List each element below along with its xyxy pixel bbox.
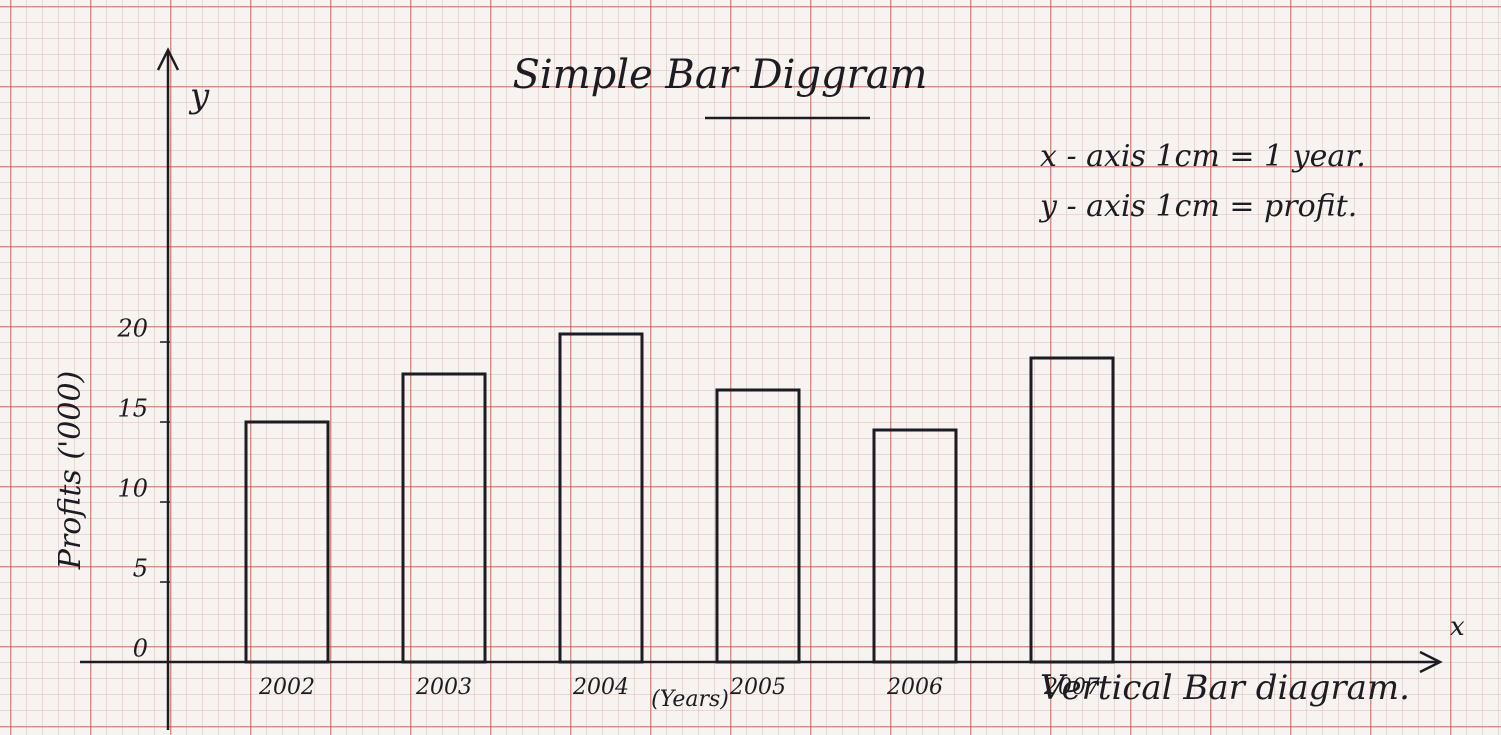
x-tick-label: 2002 <box>258 675 315 700</box>
y-tick-label: 20 <box>116 315 148 343</box>
bar <box>246 422 328 662</box>
annotation: y - axis 1cm = profit. <box>1038 189 1357 224</box>
y-tick-label: 5 <box>133 555 148 583</box>
x-tick-label: 2006 <box>886 675 943 700</box>
bar <box>1031 358 1113 662</box>
x-tick-label: 2007 <box>1043 675 1100 700</box>
chart: Simple Bar Diggram Vertical Bar diagram.… <box>0 0 1501 735</box>
y-tick-label: 0 <box>133 635 148 663</box>
bar <box>717 390 799 662</box>
x-tick-label: 2005 <box>729 675 786 700</box>
annotation: x - axis 1cm = 1 year. <box>1040 139 1366 174</box>
y-tick-label: 10 <box>117 475 148 503</box>
y-axis-label: Profits ('000) <box>53 371 88 571</box>
x-tick-label: 2003 <box>415 675 472 700</box>
bar <box>403 374 485 662</box>
x-axis-letter: x <box>1450 612 1465 642</box>
bar <box>874 430 956 662</box>
y-tick-label: 15 <box>117 395 148 423</box>
chart-title: Simple Bar Diggram <box>513 52 928 98</box>
x-axis-label: (Years) <box>651 687 729 712</box>
page: {"chart_data": {"type": "bar", "title": … <box>0 0 1501 735</box>
y-axis-letter: y <box>188 76 210 116</box>
bar <box>560 334 642 662</box>
x-tick-label: 2004 <box>572 675 629 700</box>
